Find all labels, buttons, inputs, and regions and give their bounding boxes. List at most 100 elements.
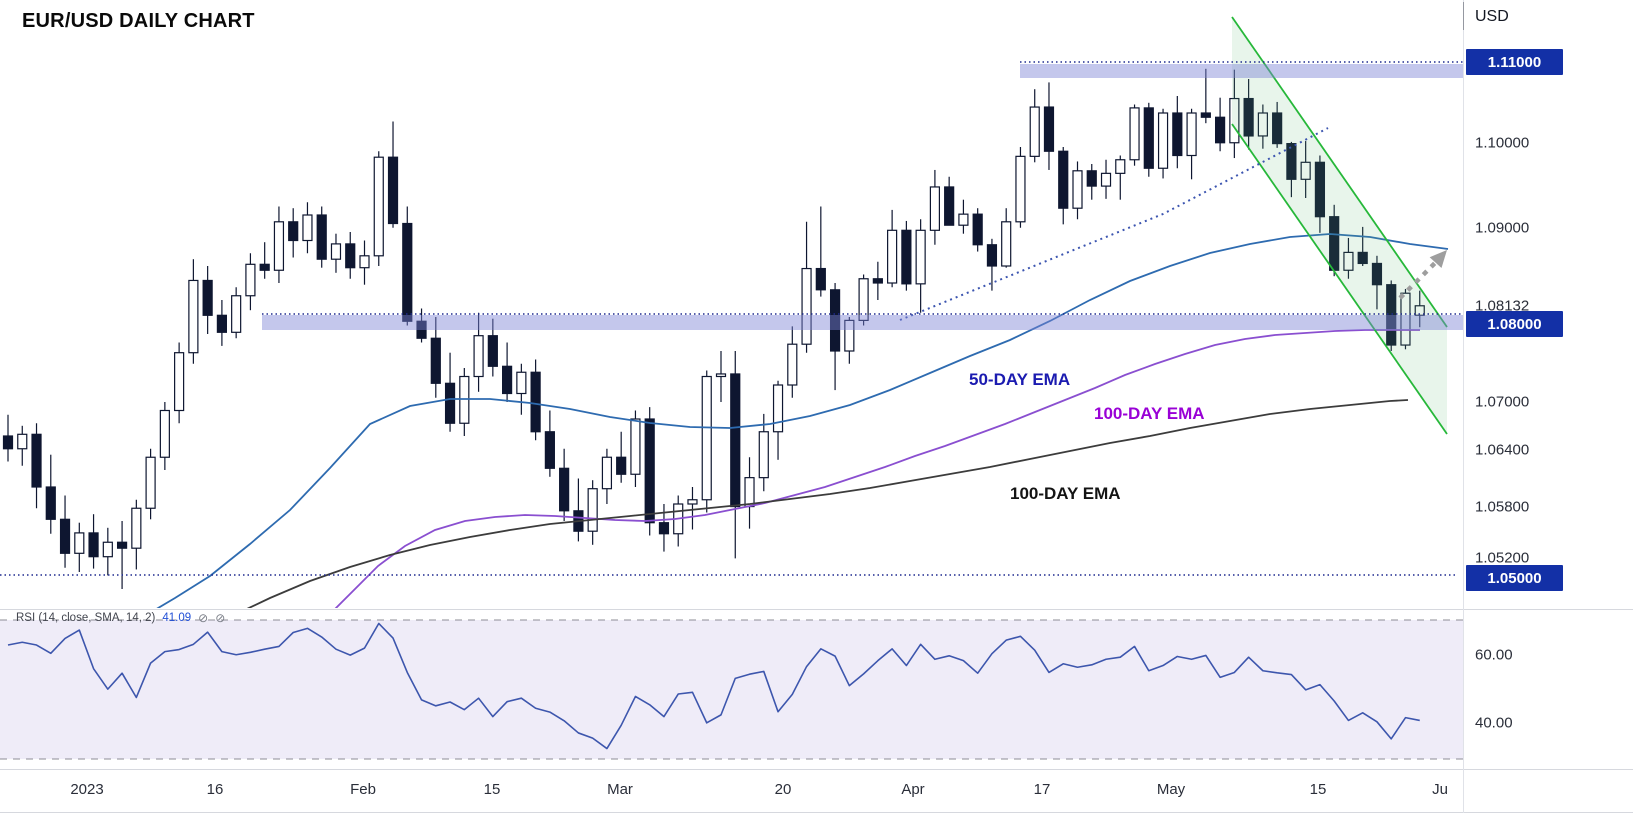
time-axis-label[interactable]: 20 (774, 781, 792, 798)
candle (1386, 280, 1397, 351)
time-axis-label[interactable]: May (1156, 781, 1186, 798)
candle (302, 202, 313, 254)
channel-lower-line (1231, 123, 1448, 435)
candle (601, 448, 613, 504)
candle (559, 448, 570, 521)
candle (958, 199, 969, 234)
time-axis-label[interactable]: Feb (350, 781, 376, 798)
candle (1001, 208, 1012, 268)
price-axis-label: 1.10000 (1475, 134, 1530, 152)
candle (402, 206, 413, 326)
dotted-trendline (899, 127, 1329, 321)
time-axis-label[interactable]: Ju (1432, 781, 1448, 798)
candle (387, 121, 399, 228)
time-axis-label[interactable]: Mar (607, 781, 633, 798)
candle (1343, 237, 1354, 279)
candle (944, 176, 955, 226)
candle (1186, 108, 1197, 180)
candle (616, 431, 627, 483)
rsi-axis-label: 60.00 (1475, 646, 1513, 664)
candle (1015, 147, 1026, 228)
candle (787, 326, 798, 398)
time-axis-label[interactable]: Apr (901, 781, 925, 798)
time-axis-label[interactable]: 15 (1309, 781, 1327, 798)
candle (88, 514, 99, 569)
candle (1143, 102, 1154, 177)
candle (288, 208, 299, 258)
pane-separator-top[interactable] (0, 609, 1633, 610)
candle (245, 253, 256, 311)
100-day-ema-line (334, 329, 1420, 608)
rsi-line (7, 622, 1420, 750)
candle (2, 414, 14, 462)
time-axis-label[interactable]: 17 (1033, 781, 1051, 798)
candle (430, 317, 441, 398)
candle (131, 499, 142, 570)
time-axis-label[interactable]: 2023 (70, 781, 104, 798)
ema50-label: 50-DAY EMA (969, 370, 1071, 389)
candle (359, 240, 370, 285)
candle (1272, 101, 1283, 148)
candle (658, 504, 670, 552)
projection-arrow-shaft (1398, 259, 1439, 300)
candle (473, 312, 484, 392)
candle (1157, 108, 1169, 179)
candle (587, 480, 598, 545)
candle (202, 266, 213, 334)
candle (1371, 255, 1383, 310)
candle (1058, 147, 1069, 225)
price-axis-badge: 1.05000 (1466, 565, 1563, 591)
candle (31, 423, 42, 509)
candle (929, 169, 941, 245)
time-axis-label[interactable]: 16 (206, 781, 224, 798)
candle (1200, 68, 1211, 124)
candle (59, 495, 71, 568)
price-axis-badge: 1.08000 (1466, 311, 1563, 337)
price-axis-label: 1.06400 (1475, 441, 1530, 459)
rsi-hide-icon[interactable]: ⊘ (198, 611, 209, 625)
candle (972, 208, 983, 252)
candle (744, 457, 755, 529)
candle (1072, 161, 1083, 220)
candle (102, 527, 113, 576)
candle (345, 232, 356, 279)
price-axis-badge: 1.11000 (1466, 49, 1563, 75)
rsi-pane[interactable] (0, 619, 1463, 760)
candle (273, 206, 285, 283)
candle (416, 308, 427, 343)
candle (687, 487, 698, 530)
price-axis-label: 1.05200 (1475, 549, 1530, 567)
candle (1129, 104, 1140, 166)
candle (630, 410, 641, 487)
candle (772, 380, 784, 460)
candle (459, 368, 470, 436)
rsi-settings-icon[interactable]: ⊘ (215, 611, 226, 625)
candle (1243, 79, 1254, 150)
price-axis-border[interactable] (1463, 0, 1464, 813)
candle (1257, 104, 1268, 149)
candle (1043, 82, 1055, 170)
candle (231, 287, 242, 339)
main-price-pane[interactable] (0, 16, 1463, 616)
channel-fill (1232, 17, 1447, 434)
time-axis-label[interactable]: 15 (483, 781, 501, 798)
candle (1229, 69, 1240, 159)
candle (829, 283, 841, 391)
pane-separator-bottom[interactable] (0, 769, 1633, 770)
candle (901, 220, 912, 291)
candle (1414, 290, 1425, 328)
candle (644, 407, 655, 536)
candle (887, 209, 898, 288)
candle (1172, 96, 1183, 169)
candle (159, 402, 170, 470)
candle (17, 425, 28, 466)
candle (872, 261, 883, 300)
candle (701, 370, 712, 513)
rsi-axis-label: 40.00 (1475, 714, 1513, 732)
candle (844, 317, 855, 364)
candle (316, 206, 327, 268)
candle (530, 359, 541, 441)
candle (1300, 141, 1311, 198)
